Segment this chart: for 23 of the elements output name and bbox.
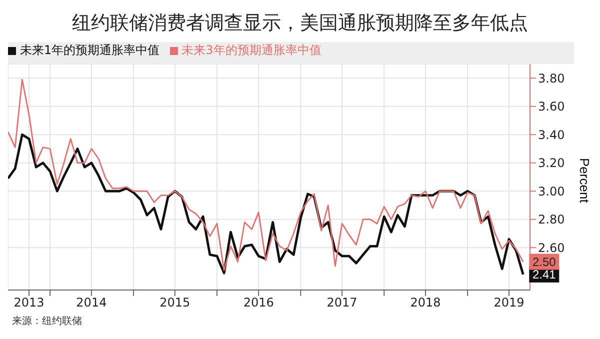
x-tick-label: 2018 [410, 296, 441, 310]
y-tick-label: 2.60 [538, 240, 565, 255]
x-tick-label: 2013 [14, 296, 44, 310]
chart-title: 纽约联储消费者调查显示，美国通胀预期降至多年低点 [71, 11, 529, 36]
source-note: 来源：纽约联储 [11, 316, 83, 328]
y-tick-label: 3.00 [538, 184, 565, 198]
x-tick-label: 2019 [494, 296, 524, 310]
x-tick-label: 2015 [160, 296, 190, 310]
x-tick-label: 2017 [326, 296, 358, 310]
data-label: 2.50 [532, 254, 556, 269]
y-tick-label: 3.60 [538, 100, 565, 114]
x-tick-label: 2014 [76, 296, 107, 310]
y-axis-title: Percent [577, 158, 592, 203]
legend-label: 未来1年的预期通胀率中值 [20, 43, 160, 57]
y-tick-label: 3.80 [538, 71, 565, 86]
x-tick-label: 2016 [243, 296, 274, 310]
y-tick-label: 3.40 [538, 128, 565, 142]
y-tick-label: 3.20 [538, 156, 565, 170]
line-series [8, 133, 524, 276]
legend-label: 未来3年的预期通胀率中值 [182, 43, 322, 57]
data-label: 2.41 [532, 267, 556, 282]
line-series [8, 78, 524, 271]
y-tick-label: 2.80 [538, 212, 565, 227]
